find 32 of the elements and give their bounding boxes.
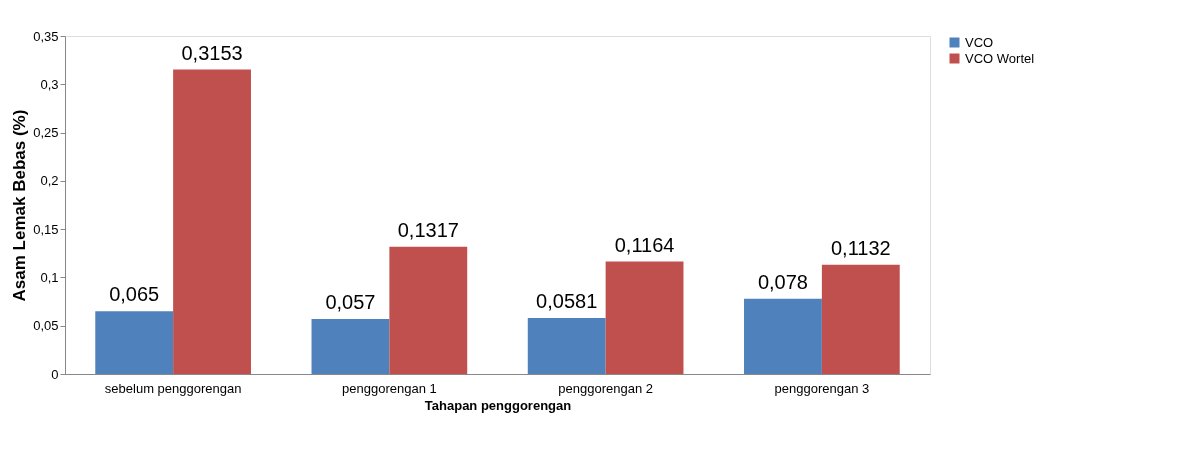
bar [605,261,684,374]
y-tick-label: 0,35 [33,28,59,44]
data-label: 0,078 [757,270,808,293]
y-tick-label: 0,1 [40,269,59,285]
y-axis-title: Asam Lemak Bebas (%) [10,109,30,302]
y-tick-label: 0,3 [40,76,59,92]
y-tick-label: 0,05 [33,318,59,334]
bar [173,69,251,374]
data-label: 0,057 [325,290,376,313]
legend-label: VCO [965,34,994,50]
data-label: 0,3153 [181,41,243,64]
bar [389,246,468,374]
bar [744,298,822,374]
x-axis-title: Tahapan penggorengan [424,397,572,413]
bar [95,311,174,374]
y-tick-label: 0,15 [33,221,59,237]
data-label: 0,1132 [830,236,891,259]
x-tick-label: penggorengan 1 [342,380,437,396]
y-tick-label: 0,25 [33,125,59,141]
bar [527,317,606,374]
y-tick-label: 0,2 [40,173,59,189]
data-label: 0,0581 [536,289,598,312]
data-label: 0,1164 [614,233,675,256]
x-tick-label: penggorengan 3 [774,380,870,396]
x-tick-label: sebelum penggorengan [104,380,242,396]
x-tick-label: penggorengan 2 [558,380,653,396]
data-label: 0,1317 [397,218,459,241]
legend-label: VCO Wortel [965,50,1035,66]
bar [821,264,900,374]
data-label: 0,065 [109,283,160,306]
y-tick-label: 0 [51,366,59,382]
bar [311,318,390,374]
